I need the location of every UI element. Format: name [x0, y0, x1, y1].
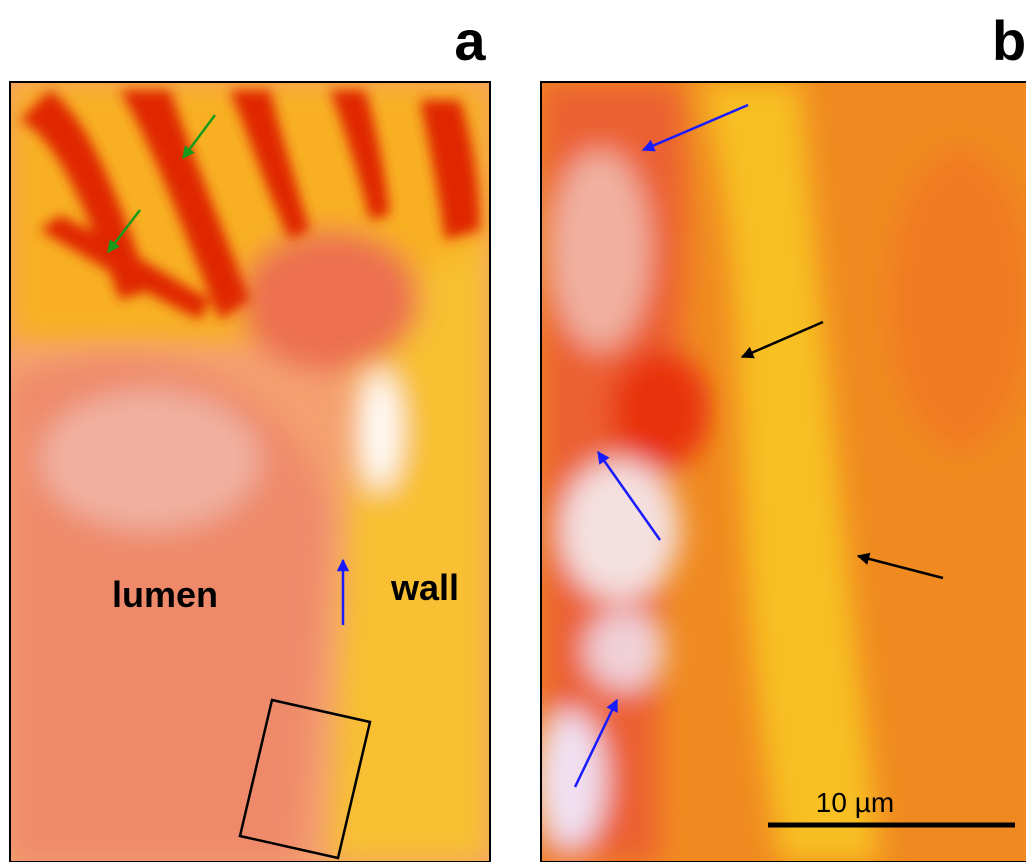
- figure: lumen wall a 10 µm b: [0, 0, 1026, 862]
- panel-label: a: [454, 9, 486, 72]
- panel-label: b: [992, 9, 1026, 72]
- scale-bar-label: 10 µm: [816, 787, 894, 818]
- annotation: lumen: [112, 574, 218, 615]
- panel-a-image: [10, 82, 490, 862]
- annotation: wall: [390, 567, 459, 608]
- panel-b-image: [535, 82, 1026, 862]
